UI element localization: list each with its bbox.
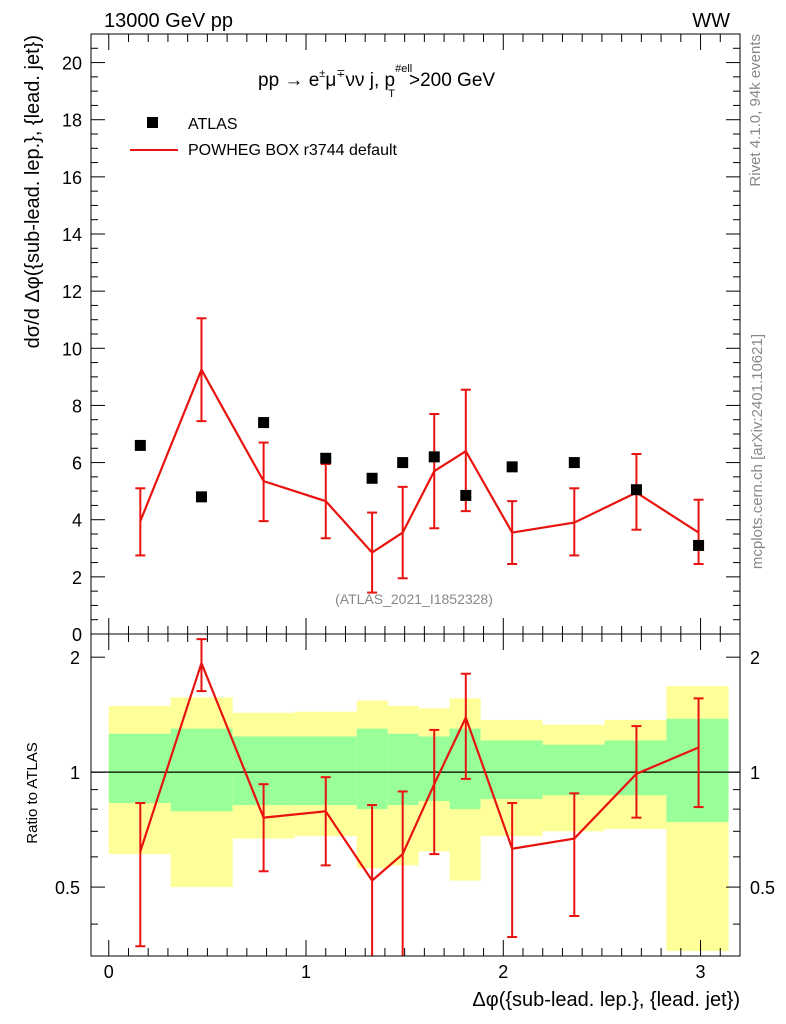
ratio-marks bbox=[91, 638, 740, 956]
y-tick-label: 20 bbox=[62, 54, 82, 74]
main-panel: 0 2 4 6 8 10 12 14 16 18 20 pp → e±μ∓νν j, p#ell T>… bbox=[22, 33, 741, 645]
ratio-ticks: 0.5 0.5 1 1 2 2 0 1 2 3 bbox=[55, 634, 775, 982]
data-point bbox=[320, 452, 332, 464]
ratio-y-tick-label: 2 bbox=[70, 648, 80, 668]
data-point bbox=[195, 491, 207, 503]
x-axis-label: Δφ({sub-lead. lep.}, {lead. jet}) bbox=[472, 989, 740, 1011]
ratio-y-tick-label: 0.5 bbox=[55, 878, 80, 898]
y-tick-label: 12 bbox=[62, 282, 82, 302]
ratio-ylabel: Ratio to ATLAS bbox=[24, 742, 41, 843]
y-tick-label: 18 bbox=[62, 111, 82, 131]
y-tick-label: 16 bbox=[62, 168, 82, 188]
chart-title: pp → e±μ∓νν j, p#ell T>200 GeV bbox=[258, 63, 495, 100]
uncertainty-band-inner bbox=[108, 733, 171, 804]
y-tick-label: 10 bbox=[62, 339, 82, 359]
mcplots-label: mcplots.cern.ch [arXiv:2401.10621] bbox=[749, 334, 766, 569]
uncertainty-band-inner bbox=[480, 740, 543, 800]
ratio-y-tick-label-right: 1 bbox=[750, 763, 760, 783]
data-point bbox=[506, 461, 518, 473]
x-tick-label: 3 bbox=[696, 962, 706, 982]
analysis-watermark: (ATLAS_2021_I1852328) bbox=[335, 591, 493, 607]
header-left: 13000 GeV pp bbox=[104, 10, 233, 32]
data-point bbox=[258, 417, 270, 429]
ratio-frame bbox=[90, 633, 741, 957]
y-tick-label: 2 bbox=[72, 568, 82, 588]
data-point bbox=[568, 457, 580, 469]
x-tick-label: 0 bbox=[104, 962, 114, 982]
y-tick-label: 8 bbox=[72, 396, 82, 416]
legend-data-marker bbox=[147, 117, 158, 128]
uncertainty-band-inner bbox=[356, 728, 388, 810]
legend-data-label: ATLAS bbox=[188, 116, 238, 133]
uncertainty-band-inner bbox=[170, 728, 233, 812]
data-point bbox=[460, 489, 472, 501]
mc-series-line bbox=[139, 367, 700, 555]
uncertainty-band-inner bbox=[666, 718, 729, 823]
data-point bbox=[630, 484, 642, 496]
x-tick-label: 1 bbox=[301, 962, 311, 982]
ratio-series-line bbox=[139, 659, 700, 883]
x-tick-label: 2 bbox=[498, 962, 508, 982]
y-tick-label: 14 bbox=[62, 225, 82, 245]
data-point bbox=[693, 539, 705, 551]
main-ticks: 0 2 4 6 8 10 12 14 16 18 20 bbox=[62, 33, 740, 645]
y-tick-label: 6 bbox=[72, 454, 82, 474]
header-right: WW bbox=[692, 10, 730, 32]
main-marks bbox=[134, 317, 705, 594]
uncertainty-band-inner bbox=[542, 744, 605, 796]
ratio-y-tick-label-right: 0.5 bbox=[750, 878, 775, 898]
data-point bbox=[134, 439, 146, 451]
data-point bbox=[366, 472, 378, 484]
ratio-panel: 0.5 0.5 1 1 2 2 0 1 2 3 Ratio to ATLAS Δφ({sub-le… bbox=[24, 633, 775, 1011]
ratio-y-tick-label-right: 2 bbox=[750, 648, 760, 668]
data-point bbox=[397, 457, 409, 469]
rivet-label: Rivet 4.1.0, 94k events bbox=[747, 34, 764, 187]
main-ylabel: dσ/d Δφ({sub-lead. lep.}, {lead. jet}) bbox=[22, 35, 44, 348]
legend-mc-label: POWHEG BOX r3744 default bbox=[188, 142, 398, 159]
ratio-y-tick-label: 1 bbox=[70, 763, 80, 783]
data-point bbox=[428, 451, 440, 463]
y-tick-label: 4 bbox=[72, 511, 82, 531]
y-tick-label: 0 bbox=[72, 625, 82, 645]
